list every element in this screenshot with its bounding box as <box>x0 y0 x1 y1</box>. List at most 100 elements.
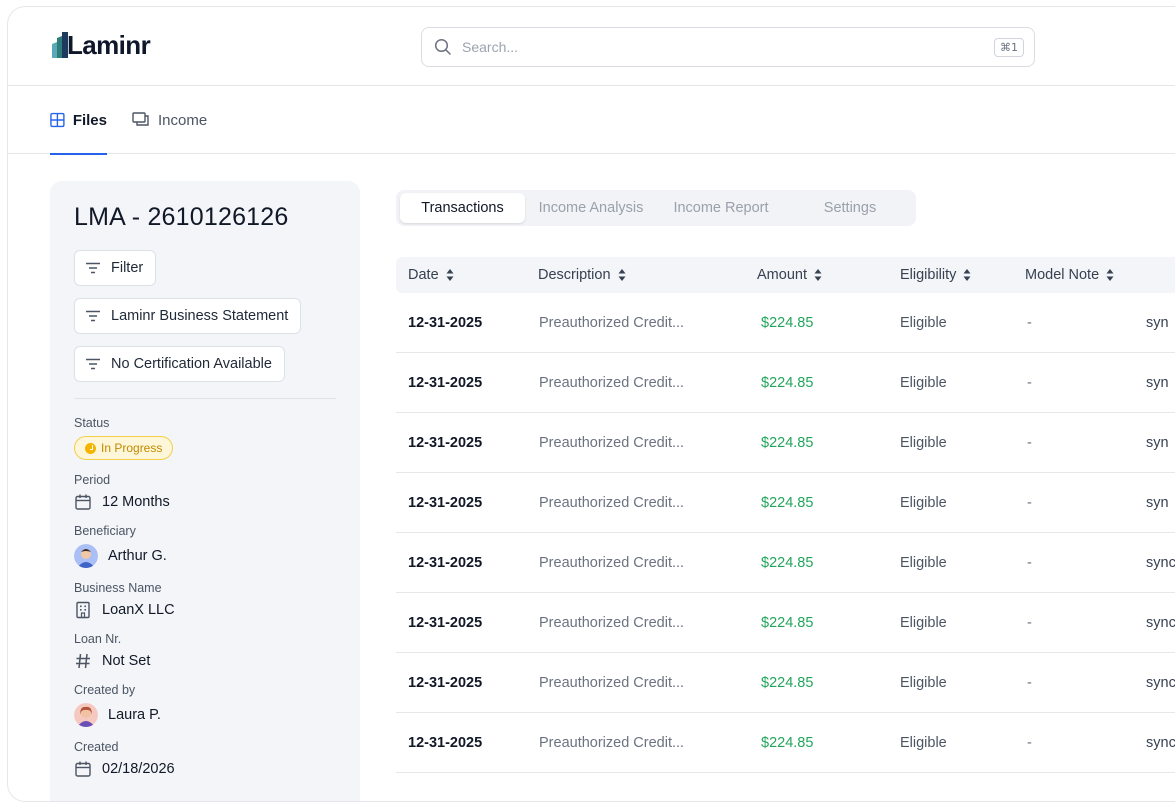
sort-icon <box>814 269 822 281</box>
table-row[interactable]: 12-31-2025 Preauthorized Credit... $224.… <box>396 593 1175 653</box>
cell-description: Preauthorized Credit... <box>539 615 685 631</box>
laminr-logo-icon <box>52 32 68 58</box>
status-badge: In Progress <box>74 436 174 460</box>
avatar <box>74 703 98 727</box>
business-field: Business Name LoanX LLC <box>74 581 336 619</box>
cell-sync: syn <box>1146 315 1169 331</box>
cell-date: 12-31-2025 <box>408 375 483 391</box>
grid-icon <box>50 112 65 128</box>
cell-eligibility: Eligible <box>900 675 947 691</box>
filter-button[interactable]: Filter <box>74 250 157 286</box>
table-row[interactable]: 12-31-2025 Preauthorized Credit... $224.… <box>396 713 1175 773</box>
cell-sync: sync <box>1146 615 1175 631</box>
created-by-field: Created by Laura P. <box>74 683 336 727</box>
filter-chip-statement[interactable]: Laminr Business Statement <box>74 298 302 334</box>
created-by-value: Laura P. <box>108 707 161 723</box>
column-header-model-note[interactable]: Model Note <box>1025 257 1114 293</box>
brand-logo[interactable]: Laminr <box>52 32 151 58</box>
table-row[interactable]: 12-31-2025 Preauthorized Credit... $224.… <box>396 473 1175 533</box>
cell-eligibility: Eligible <box>900 615 947 631</box>
subtab-bar: Transactions Income Analysis Income Repo… <box>396 190 916 226</box>
cell-description: Preauthorized Credit... <box>539 675 685 691</box>
divider <box>74 398 336 399</box>
cell-amount: $224.85 <box>761 435 814 451</box>
cell-amount: $224.85 <box>761 555 814 571</box>
cell-sync: sync <box>1146 555 1175 571</box>
file-title: LMA - 2610126126 <box>74 203 289 231</box>
cell-date: 12-31-2025 <box>408 615 483 631</box>
column-header-date[interactable]: Date <box>408 257 454 293</box>
cell-date: 12-31-2025 <box>408 735 483 751</box>
column-header-amount[interactable]: Amount <box>757 257 822 293</box>
loan-value: Not Set <box>102 653 151 669</box>
tab-income[interactable]: Income <box>132 86 207 154</box>
column-header-description[interactable]: Description <box>538 257 626 293</box>
field-label: Loan Nr. <box>74 632 122 646</box>
tab-income-analysis[interactable]: Income Analysis <box>538 200 644 216</box>
cell-model-note: - <box>1027 375 1032 391</box>
column-label: Model Note <box>1025 267 1100 283</box>
tab-income-label: Income <box>158 111 208 129</box>
column-label: Description <box>538 267 611 283</box>
cell-date: 12-31-2025 <box>408 495 483 511</box>
search-bar[interactable]: ⌘1 <box>421 27 1035 67</box>
table-row[interactable]: 12-31-2025 Preauthorized Credit... $224.… <box>396 413 1175 473</box>
cell-model-note: - <box>1027 315 1032 331</box>
table-row[interactable]: 12-31-2025 Preauthorized Credit... $224.… <box>396 353 1175 413</box>
cell-amount: $224.85 <box>761 675 814 691</box>
period-field: Period 12 Months <box>74 473 336 511</box>
tab-transactions[interactable]: Transactions <box>400 193 525 223</box>
column-label: Amount <box>757 267 807 283</box>
cell-description: Preauthorized Credit... <box>539 495 685 511</box>
field-label: Period <box>74 473 111 487</box>
calendar-icon <box>75 494 91 510</box>
tab-files[interactable]: Files <box>50 86 107 155</box>
cell-description: Preauthorized Credit... <box>539 435 685 451</box>
loan-field: Loan Nr. Not Set <box>74 632 336 670</box>
tab-income-report[interactable]: Income Report <box>673 200 769 216</box>
filter-icon <box>86 310 100 322</box>
sort-icon <box>446 269 454 281</box>
app-window: Laminr ⌘1 Files Income <box>7 6 1175 802</box>
beneficiary-value: Arthur G. <box>108 548 167 564</box>
cell-date: 12-31-2025 <box>408 555 483 571</box>
sort-icon <box>1106 269 1114 281</box>
cell-amount: $224.85 <box>761 735 814 751</box>
table-header: Date Description Amount Eligibility Mode… <box>396 257 1175 293</box>
cell-eligibility: Eligible <box>900 315 947 331</box>
cell-model-note: - <box>1027 615 1032 631</box>
filter-chip-certification[interactable]: No Certification Available <box>74 346 285 382</box>
table-row[interactable]: 12-31-2025 Preauthorized Credit... $224.… <box>396 293 1175 353</box>
top-header: Laminr ⌘1 <box>8 7 1175 86</box>
cell-date: 12-31-2025 <box>408 315 483 331</box>
sort-icon <box>618 269 626 281</box>
cell-date: 12-31-2025 <box>408 675 483 691</box>
cell-sync: sync <box>1146 735 1175 751</box>
cell-description: Preauthorized Credit... <box>539 555 685 571</box>
table-row[interactable]: 12-31-2025 Preauthorized Credit... $224.… <box>396 653 1175 713</box>
filter-chip-label: Laminr Business Statement <box>111 308 289 324</box>
cell-eligibility: Eligible <box>900 735 947 751</box>
cell-amount: $224.85 <box>761 375 814 391</box>
cell-model-note: - <box>1027 495 1032 511</box>
search-input[interactable] <box>462 39 994 55</box>
shortcut-hint: ⌘1 <box>994 37 1024 57</box>
cell-amount: $224.85 <box>761 315 814 331</box>
cell-sync: syn <box>1146 375 1169 391</box>
filter-label: Filter <box>111 260 144 276</box>
created-value: 02/18/2026 <box>102 761 175 777</box>
calendar-icon <box>75 761 91 777</box>
cell-description: Preauthorized Credit... <box>539 315 685 331</box>
tab-settings[interactable]: Settings <box>823 200 877 216</box>
chat-icon <box>132 112 149 126</box>
column-header-eligibility[interactable]: Eligibility <box>900 257 971 293</box>
status-field: Status In Progress <box>74 416 336 460</box>
period-value: 12 Months <box>102 494 170 510</box>
table-row[interactable]: 12-31-2025 Preauthorized Credit... $224.… <box>396 533 1175 593</box>
field-label: Created <box>74 740 119 754</box>
cell-amount: $224.85 <box>761 495 814 511</box>
transactions-table: Date Description Amount Eligibility Mode… <box>396 257 1175 773</box>
filter-chip-label: No Certification Available <box>111 356 272 372</box>
filter-icon <box>86 358 100 370</box>
column-label: Eligibility <box>900 267 957 283</box>
